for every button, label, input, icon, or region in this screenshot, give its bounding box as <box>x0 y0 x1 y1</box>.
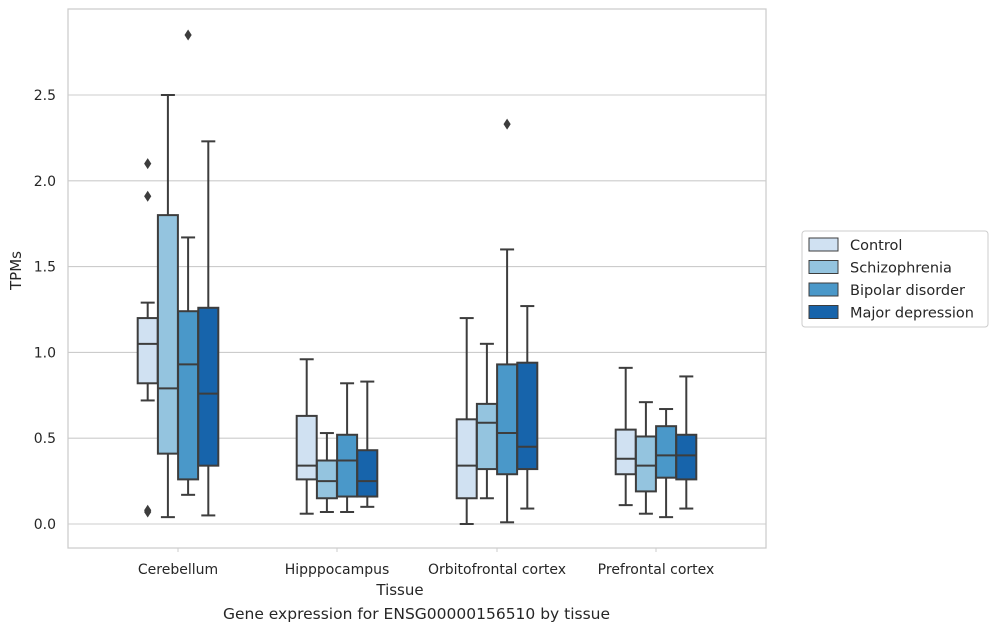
x-axis-ticks: Cerebellum Hipppocampus Orbitofrontal cort… <box>138 548 714 578</box>
legend: Control Schizophrenia Bipolar disorder Majo… <box>801 230 989 328</box>
box <box>197 306 220 467</box>
box <box>614 428 637 476</box>
legend-label: Bipolar disorder <box>850 283 965 299</box>
box <box>516 361 539 471</box>
y-tick-label: 2.0 <box>34 174 56 190</box>
outlier-point <box>144 506 152 518</box>
figure-caption: Gene expression for ENSG00000156510 by t… <box>222 605 611 623</box>
legend-frame <box>801 230 989 328</box>
y-axis-title: TPMs <box>7 251 25 291</box>
legend-swatch <box>808 305 839 319</box>
y-tick-label: 2.5 <box>34 88 56 104</box>
box <box>496 363 519 476</box>
box <box>455 418 478 500</box>
legend-label: Schizophrenia <box>850 261 952 277</box>
x-axis-title: Tissue <box>375 581 423 599</box>
box <box>295 414 318 481</box>
y-tick-label: 0.5 <box>34 431 56 447</box>
box <box>315 459 338 500</box>
y-tick-label: 1.5 <box>34 260 56 276</box>
box-group <box>136 29 220 519</box>
box <box>634 435 657 493</box>
box-groups <box>136 29 698 525</box>
legend-label: Major depression <box>850 306 974 322</box>
legend-swatch <box>808 282 839 297</box>
x-tick-label: Cerebellum <box>138 562 218 578</box>
box <box>675 433 698 481</box>
outlier-point <box>503 118 511 130</box>
box <box>655 425 678 479</box>
box <box>177 310 200 481</box>
x-tick-label: Orbitofrontal cortex <box>428 562 566 578</box>
box-group <box>614 366 698 519</box>
plot-area-frame <box>67 8 767 549</box>
box <box>356 449 379 498</box>
legend-swatch <box>808 237 839 252</box>
outlier-point <box>144 158 152 170</box>
box-group <box>295 358 379 515</box>
box <box>156 214 179 455</box>
outlier-point <box>144 190 152 202</box>
box <box>475 402 498 471</box>
y-tick-label: 1.0 <box>34 345 56 361</box>
legend-swatch <box>808 260 839 274</box>
outlier-point <box>184 29 192 41</box>
box <box>336 433 359 498</box>
x-tick-label: Hipppocampus <box>285 562 390 578</box>
box <box>136 317 159 385</box>
legend-label: Control <box>850 238 902 254</box>
x-tick-label: Prefrontal cortex <box>598 562 715 578</box>
y-axis-ticks: 0.0 0.5 1.0 1.5 2.0 2.5 <box>34 88 56 533</box>
y-tick-label: 0.0 <box>34 517 56 533</box>
box-group <box>455 118 539 525</box>
